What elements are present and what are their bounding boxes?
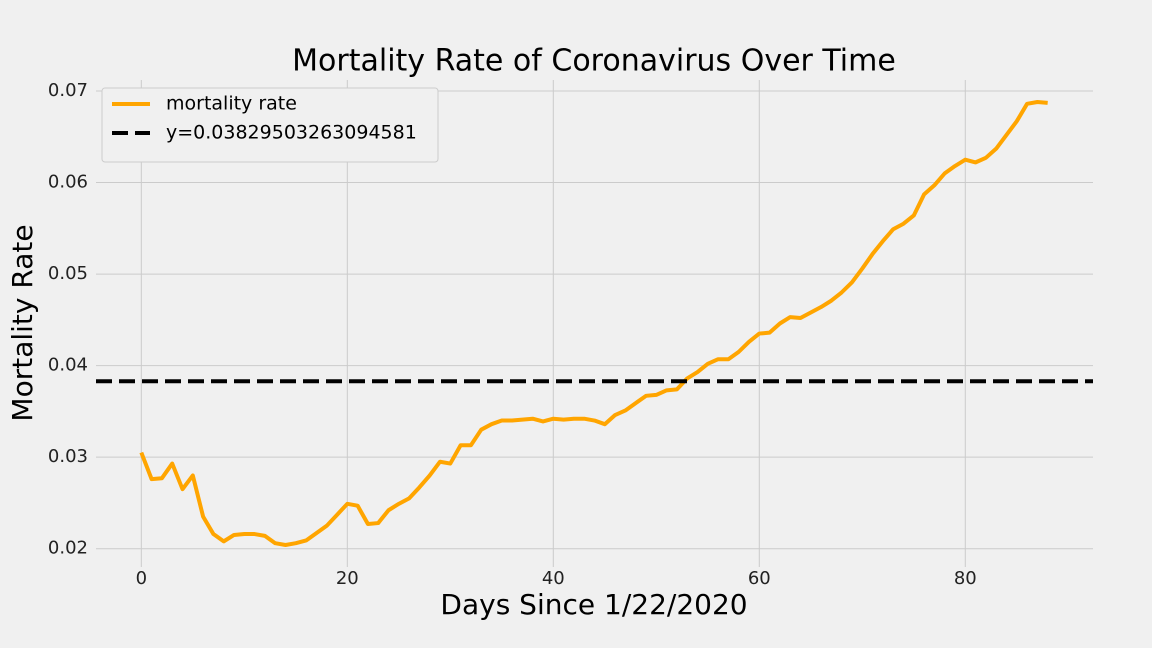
x-tick-label: 0 (136, 568, 147, 589)
legend: mortality rate y=0.03829503263094581 (101, 87, 439, 163)
x-tick-label: 80 (954, 568, 977, 589)
chart-title: Mortality Rate of Coronavirus Over Time (292, 44, 896, 79)
x-axis-label: Days Since 1/22/2020 (440, 588, 747, 621)
legend-label: mortality rate (166, 93, 297, 115)
legend-label: y=0.03829503263094581 (166, 122, 417, 144)
y-tick-label: 0.03 (48, 446, 88, 467)
y-tick-label: 0.02 (48, 538, 88, 559)
data-line (139, 99, 1048, 548)
y-tick-label: 0.07 (48, 80, 88, 101)
x-tick-label: 20 (336, 568, 359, 589)
x-tick-label: 40 (542, 568, 565, 589)
y-tick-label: 0.05 (48, 263, 88, 284)
x-tick-label: 60 (748, 568, 771, 589)
legend-box (101, 87, 439, 163)
y-tick-label: 0.06 (48, 172, 88, 193)
y-tick-label: 0.04 (48, 355, 88, 376)
y-axis-label: Mortality Rate (6, 224, 39, 421)
